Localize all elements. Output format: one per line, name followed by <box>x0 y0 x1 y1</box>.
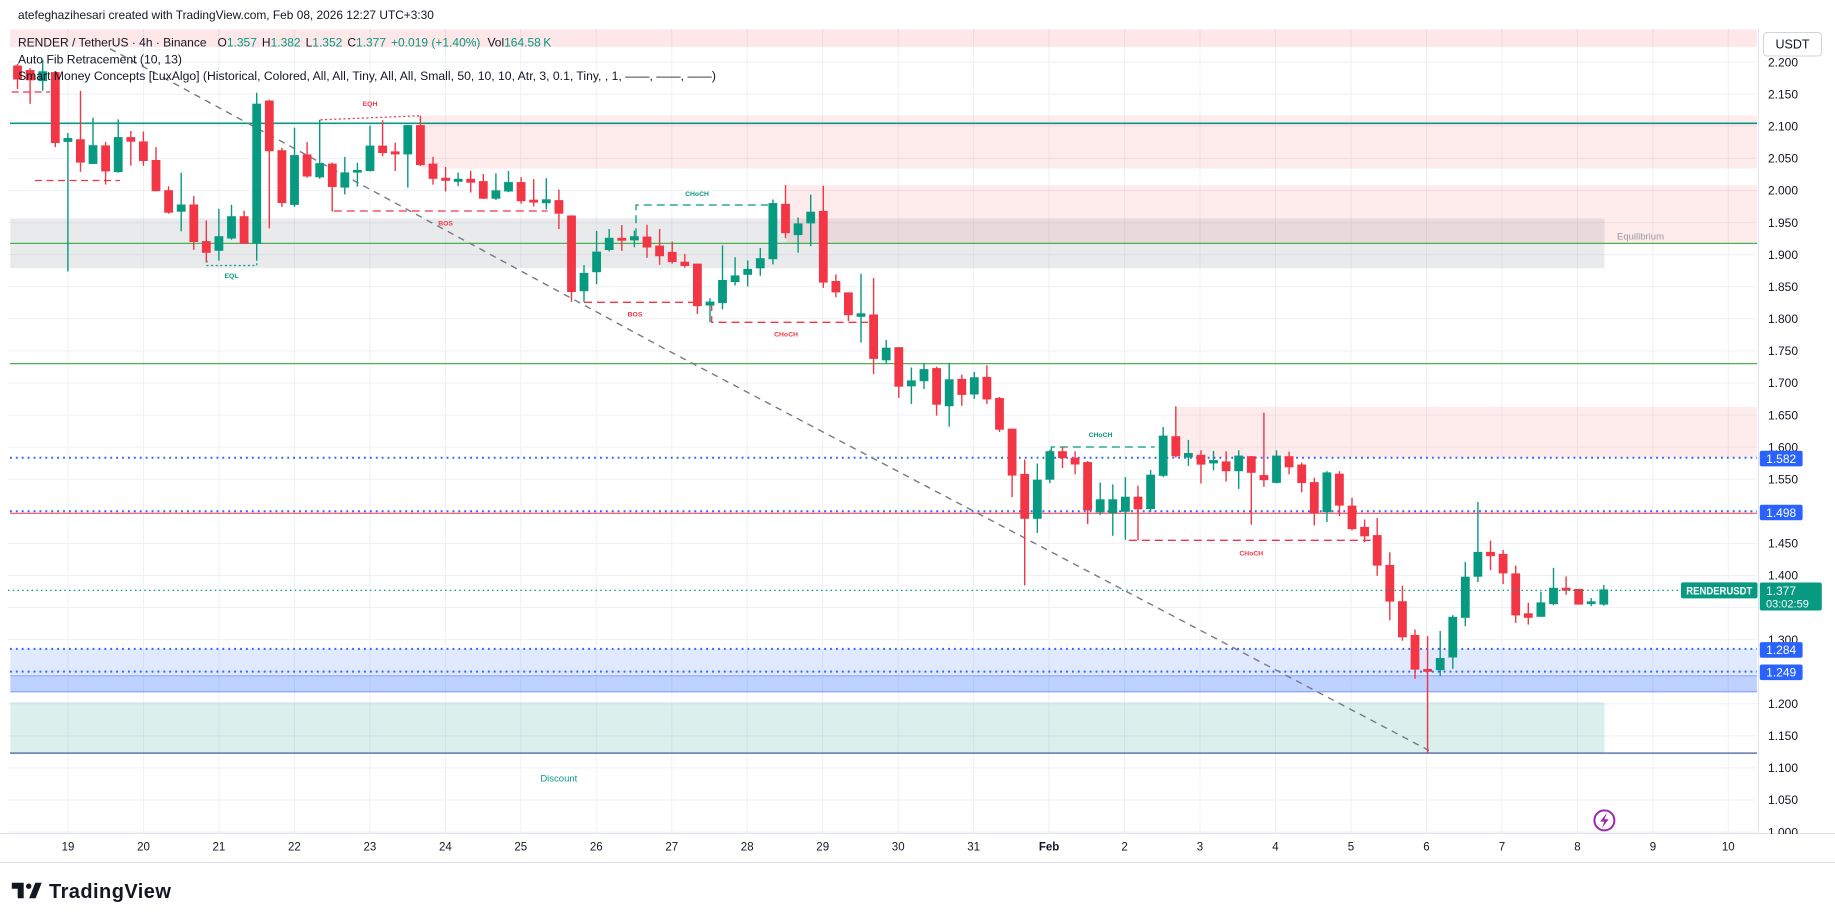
svg-text:23: 23 <box>364 842 377 854</box>
svg-text:26: 26 <box>590 842 603 854</box>
svg-text:Feb: Feb <box>1039 842 1059 854</box>
svg-text:20: 20 <box>137 842 150 854</box>
svg-text:EQL: EQL <box>225 273 239 280</box>
svg-text:2.100: 2.100 <box>1768 120 1798 134</box>
svg-text:Discount: Discount <box>540 773 577 784</box>
svg-text:29: 29 <box>816 842 829 854</box>
svg-text:8: 8 <box>1574 842 1580 854</box>
svg-text:atefeghazihesari created with: atefeghazihesari created with TradingVie… <box>18 8 434 22</box>
svg-text:7: 7 <box>1499 842 1505 854</box>
svg-text:31: 31 <box>967 842 980 854</box>
svg-text:9: 9 <box>1650 842 1656 854</box>
svg-text:2.150: 2.150 <box>1768 88 1798 102</box>
svg-text:4: 4 <box>1272 842 1279 854</box>
svg-text:22: 22 <box>288 842 301 854</box>
svg-text:1.400: 1.400 <box>1768 569 1798 583</box>
svg-text:1.850: 1.850 <box>1768 280 1798 294</box>
svg-text:2.200: 2.200 <box>1768 55 1798 69</box>
svg-text:RENDERUSDT: RENDERUSDT <box>1686 586 1752 598</box>
svg-text:CHoCH: CHoCH <box>1089 432 1113 439</box>
svg-text:5: 5 <box>1348 842 1354 854</box>
svg-text:2.000: 2.000 <box>1768 184 1798 198</box>
svg-text:1.249: 1.249 <box>1766 666 1796 680</box>
svg-text:24: 24 <box>439 842 452 854</box>
svg-text:25: 25 <box>514 842 527 854</box>
svg-text:1.050: 1.050 <box>1768 793 1798 807</box>
svg-text:CHoCH: CHoCH <box>685 191 709 198</box>
svg-text:1.377: 1.377 <box>1766 584 1796 598</box>
svg-text:Smart Money Concepts [LuxAlgo]: Smart Money Concepts [LuxAlgo] (Historic… <box>18 69 716 83</box>
svg-text:1.000: 1.000 <box>1768 825 1798 839</box>
svg-text:TradingView: TradingView <box>49 881 171 903</box>
svg-text:RENDER / TetherUS · 4h · Binan: RENDER / TetherUS · 4h · Binance O1.357 H1… <box>18 36 551 50</box>
svg-text:2.050: 2.050 <box>1768 152 1798 166</box>
svg-text:1.800: 1.800 <box>1768 312 1798 326</box>
svg-text:1.950: 1.950 <box>1768 216 1798 230</box>
svg-text:1.750: 1.750 <box>1768 344 1798 358</box>
svg-text:19: 19 <box>62 842 75 854</box>
svg-text:27: 27 <box>665 842 678 854</box>
svg-text:1.150: 1.150 <box>1768 729 1798 743</box>
svg-text:BOS: BOS <box>628 311 643 318</box>
svg-text:10: 10 <box>1722 842 1735 854</box>
svg-text:2: 2 <box>1121 842 1127 854</box>
svg-text:1.650: 1.650 <box>1768 408 1798 422</box>
svg-text:30: 30 <box>892 842 905 854</box>
svg-text:21: 21 <box>213 842 226 854</box>
svg-text:Equilibrium: Equilibrium <box>1617 231 1664 242</box>
svg-text:1.582: 1.582 <box>1766 452 1796 466</box>
svg-text:CHoCH: CHoCH <box>774 332 798 339</box>
svg-text:1.200: 1.200 <box>1768 697 1798 711</box>
svg-text:1.450: 1.450 <box>1768 537 1798 551</box>
svg-text:1.900: 1.900 <box>1768 248 1798 262</box>
svg-text:28: 28 <box>741 842 754 854</box>
svg-text:1.284: 1.284 <box>1766 643 1796 657</box>
svg-text:1.498: 1.498 <box>1766 506 1796 520</box>
svg-text:BOS: BOS <box>438 220 453 227</box>
svg-text:1.100: 1.100 <box>1768 761 1798 775</box>
svg-text:CHoCH: CHoCH <box>1239 551 1263 558</box>
svg-text:1.550: 1.550 <box>1768 472 1798 486</box>
svg-text:03:02:59: 03:02:59 <box>1766 598 1809 610</box>
svg-text:6: 6 <box>1423 842 1429 854</box>
svg-text:3: 3 <box>1197 842 1203 854</box>
svg-text:EQH: EQH <box>363 101 378 108</box>
svg-text:Auto Fib Retracement (10, 13): Auto Fib Retracement (10, 13) <box>18 53 182 67</box>
svg-text:USDT: USDT <box>1775 38 1809 52</box>
svg-text:1.700: 1.700 <box>1768 376 1798 390</box>
